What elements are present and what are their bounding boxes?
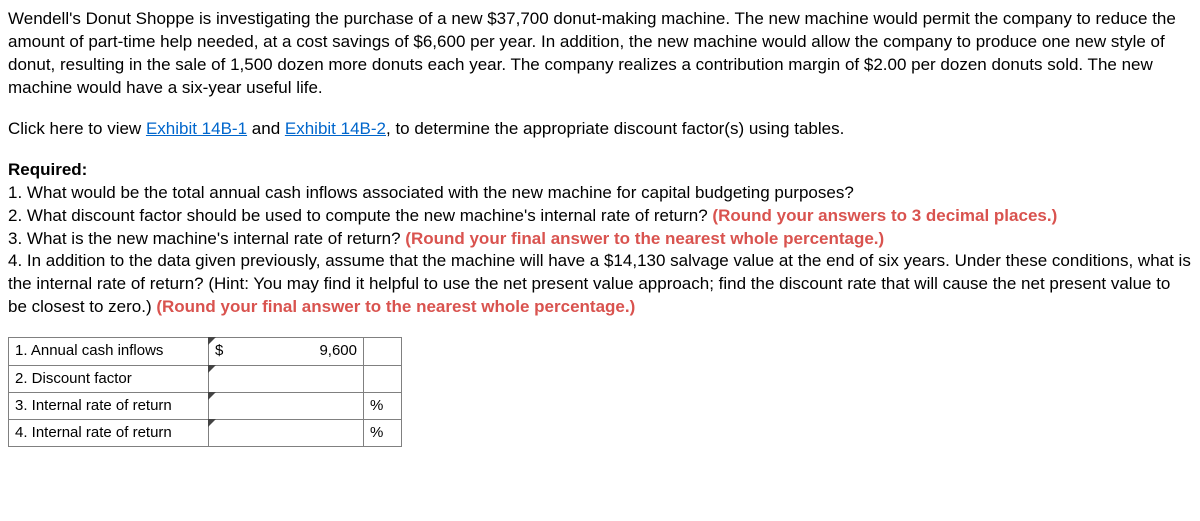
question-2-text: 2. What discount factor should be used t…: [8, 206, 712, 225]
required-heading: Required:: [8, 159, 1192, 182]
question-2-hint: (Round your answers to 3 decimal places.…: [712, 206, 1057, 225]
question-3-text: 3. What is the new machine's internal ra…: [8, 229, 405, 248]
table-row: 4. Internal rate of return %: [9, 420, 402, 447]
click-prefix: Click here to view: [8, 119, 146, 138]
row4-label: 4. Internal rate of return: [9, 420, 209, 447]
row3-input[interactable]: [209, 392, 364, 419]
exhibit-line: Click here to view Exhibit 14B-1 and Exh…: [8, 118, 1192, 141]
exhibit-and: and: [247, 119, 285, 138]
row1-label: 1. Annual cash inflows: [9, 338, 209, 365]
question-4-hint: (Round your final answer to the nearest …: [156, 297, 635, 316]
table-row: 2. Discount factor: [9, 365, 402, 392]
row4-unit: %: [364, 420, 402, 447]
answer-table: 1. Annual cash inflows $ 9,600 2. Discou…: [8, 337, 402, 447]
question-4: 4. In addition to the data given previou…: [8, 250, 1192, 319]
row2-label: 2. Discount factor: [9, 365, 209, 392]
row3-unit: %: [364, 392, 402, 419]
cell-marker-icon: [208, 337, 216, 345]
row2-input[interactable]: [209, 365, 364, 392]
question-3-hint: (Round your final answer to the nearest …: [405, 229, 884, 248]
row3-label: 3. Internal rate of return: [9, 392, 209, 419]
question-3: 3. What is the new machine's internal ra…: [8, 228, 1192, 251]
cell-marker-icon: [208, 392, 216, 400]
required-block: Required: 1. What would be the total ann…: [8, 159, 1192, 320]
problem-intro: Wendell's Donut Shoppe is investigating …: [8, 8, 1192, 100]
currency-symbol: $: [215, 341, 223, 361]
cell-marker-icon: [208, 365, 216, 373]
row1-value: 9,600: [319, 341, 357, 361]
cell-marker-icon: [208, 419, 216, 427]
row2-unit: [364, 365, 402, 392]
table-row: 1. Annual cash inflows $ 9,600: [9, 338, 402, 365]
table-row: 3. Internal rate of return %: [9, 392, 402, 419]
row1-input[interactable]: $ 9,600: [209, 338, 364, 365]
row4-input[interactable]: [209, 420, 364, 447]
exhibit-14b-1-link[interactable]: Exhibit 14B-1: [146, 119, 247, 138]
exhibit-14b-2-link[interactable]: Exhibit 14B-2: [285, 119, 386, 138]
row1-unit: [364, 338, 402, 365]
question-2: 2. What discount factor should be used t…: [8, 205, 1192, 228]
question-1: 1. What would be the total annual cash i…: [8, 182, 1192, 205]
click-suffix: , to determine the appropriate discount …: [386, 119, 844, 138]
